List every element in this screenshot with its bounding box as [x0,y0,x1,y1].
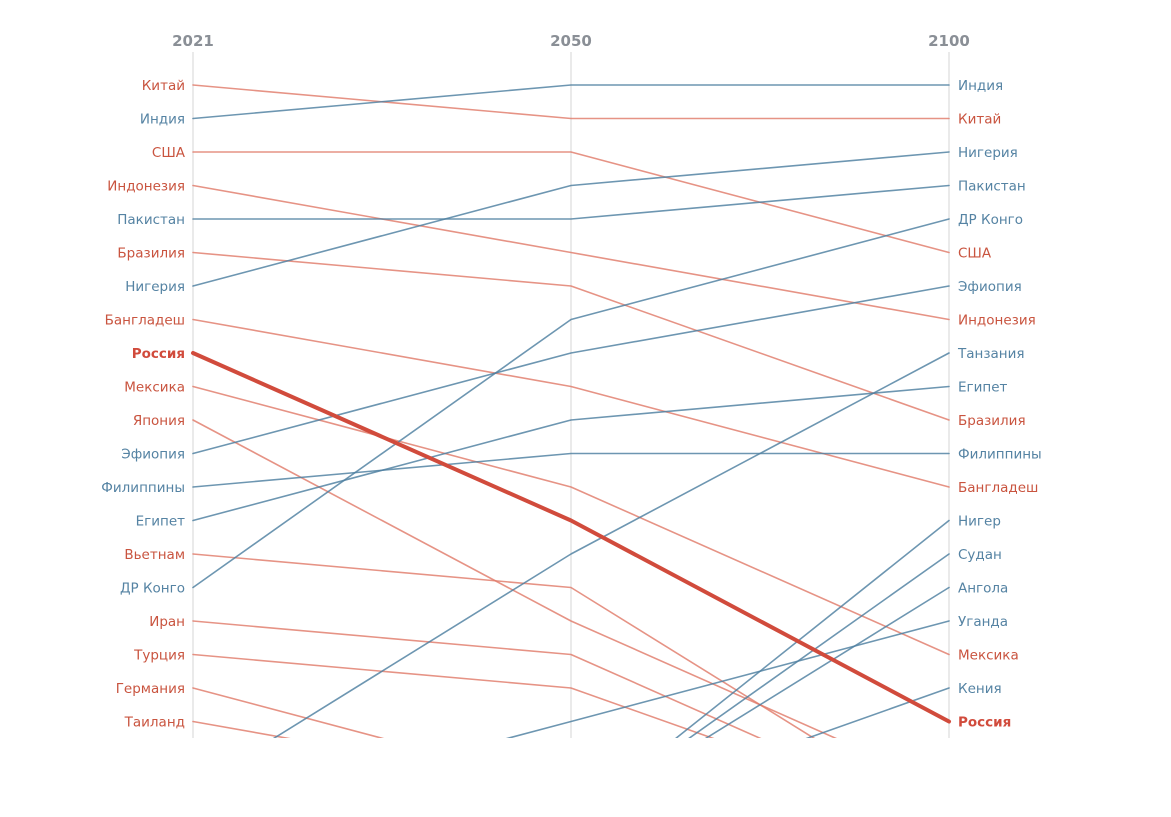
series-line-нигер [675,519,950,738]
label-2100-др-конго: ДР Конго [958,212,1023,228]
label-2021-мексика: Мексика [124,380,185,396]
series-line-судан [688,553,950,738]
labels-2021: Китай Индия США Индонезия Пакистан Бразилия Ни… [101,78,185,731]
label-2021-германия: Германия [116,681,185,697]
series-line-кения [805,687,950,738]
series-line-вьетнам [192,553,816,738]
label-2100-пакистан: Пакистан [958,179,1026,195]
series-line-ангола [704,586,950,738]
label-2021-россия: Россия [132,346,185,362]
series-line-сша [192,151,950,254]
series-line-танзания [272,352,950,738]
series-line-бразилия [192,251,950,421]
label-2021-япония: Япония [133,413,185,429]
label-2100-кения: Кения [958,681,1002,697]
label-2100-бразилия: Бразилия [958,413,1026,429]
axes [192,52,950,738]
label-2100-бангладеш: Бангладеш [958,480,1038,496]
label-2100-танзания: Танзания [957,346,1025,362]
label-2100-филиппины: Филиппины [958,447,1042,463]
series-line-др-конго [192,218,950,589]
label-2100-китай: Китай [958,112,1001,128]
year-label-2021: 2021 [172,32,214,50]
label-2021-сша: США [152,145,186,161]
series-line-египет [192,385,950,522]
label-2021-индия: Индия [140,112,185,128]
label-2021-иран: Иран [149,614,185,630]
series-line-нигерия [192,151,950,287]
label-2021-др-конго: ДР Конго [120,581,185,597]
label-2100-индия: Индия [958,78,1003,94]
label-2021-египет: Египет [136,514,186,530]
label-2021-нигерия: Нигерия [125,279,185,295]
series-line-индонезия [192,184,950,321]
label-2021-таиланд: Таиланд [124,715,185,731]
series-line-индия [192,84,950,120]
label-2100-сша: США [958,246,992,262]
series-line-турция [192,653,715,738]
label-2021-филиппины: Филиппины [101,480,185,496]
series-line-россия [191,351,951,724]
label-2100-египет: Египет [958,380,1008,396]
series-line-филиппины [192,452,950,488]
label-2100-россия: Россия [958,715,1011,731]
series-line-китай [192,84,950,120]
year-labels: 2021 2050 2100 [172,32,970,50]
label-2100-нигер: Нигер [958,514,1001,530]
series-line-пакистан [192,184,950,220]
label-2021-турция: Турция [133,648,185,664]
label-2100-мексика: Мексика [958,648,1019,664]
year-label-2100: 2100 [928,32,970,50]
label-2100-индонезия: Индонезия [958,313,1036,329]
series-line-иран [192,620,762,738]
label-2100-уганда: Уганда [958,614,1008,630]
label-2100-эфиопия: Эфиопия [958,279,1022,295]
label-2021-китай: Китай [142,78,185,94]
label-2100-ангола: Ангола [958,581,1008,597]
label-2021-эфиопия: Эфиопия [121,447,185,463]
label-2021-вьетнам: Вьетнам [124,547,185,563]
series-line-германия [192,687,385,738]
year-label-2050: 2050 [550,32,592,50]
label-2021-пакистан: Пакистан [117,212,185,228]
series-line-эфиопия [192,285,950,455]
label-2021-бангладеш: Бангладеш [105,313,185,329]
label-2021-индонезия: Индонезия [107,179,185,195]
label-2021-бразилия: Бразилия [117,246,185,262]
labels-2100: Китай Индия США Индонезия Пакистан Бразилия Ни… [957,78,1042,731]
label-2100-нигерия: Нигерия [958,145,1018,161]
label-2100-судан: Судан [958,547,1002,563]
series-lines [191,84,951,738]
